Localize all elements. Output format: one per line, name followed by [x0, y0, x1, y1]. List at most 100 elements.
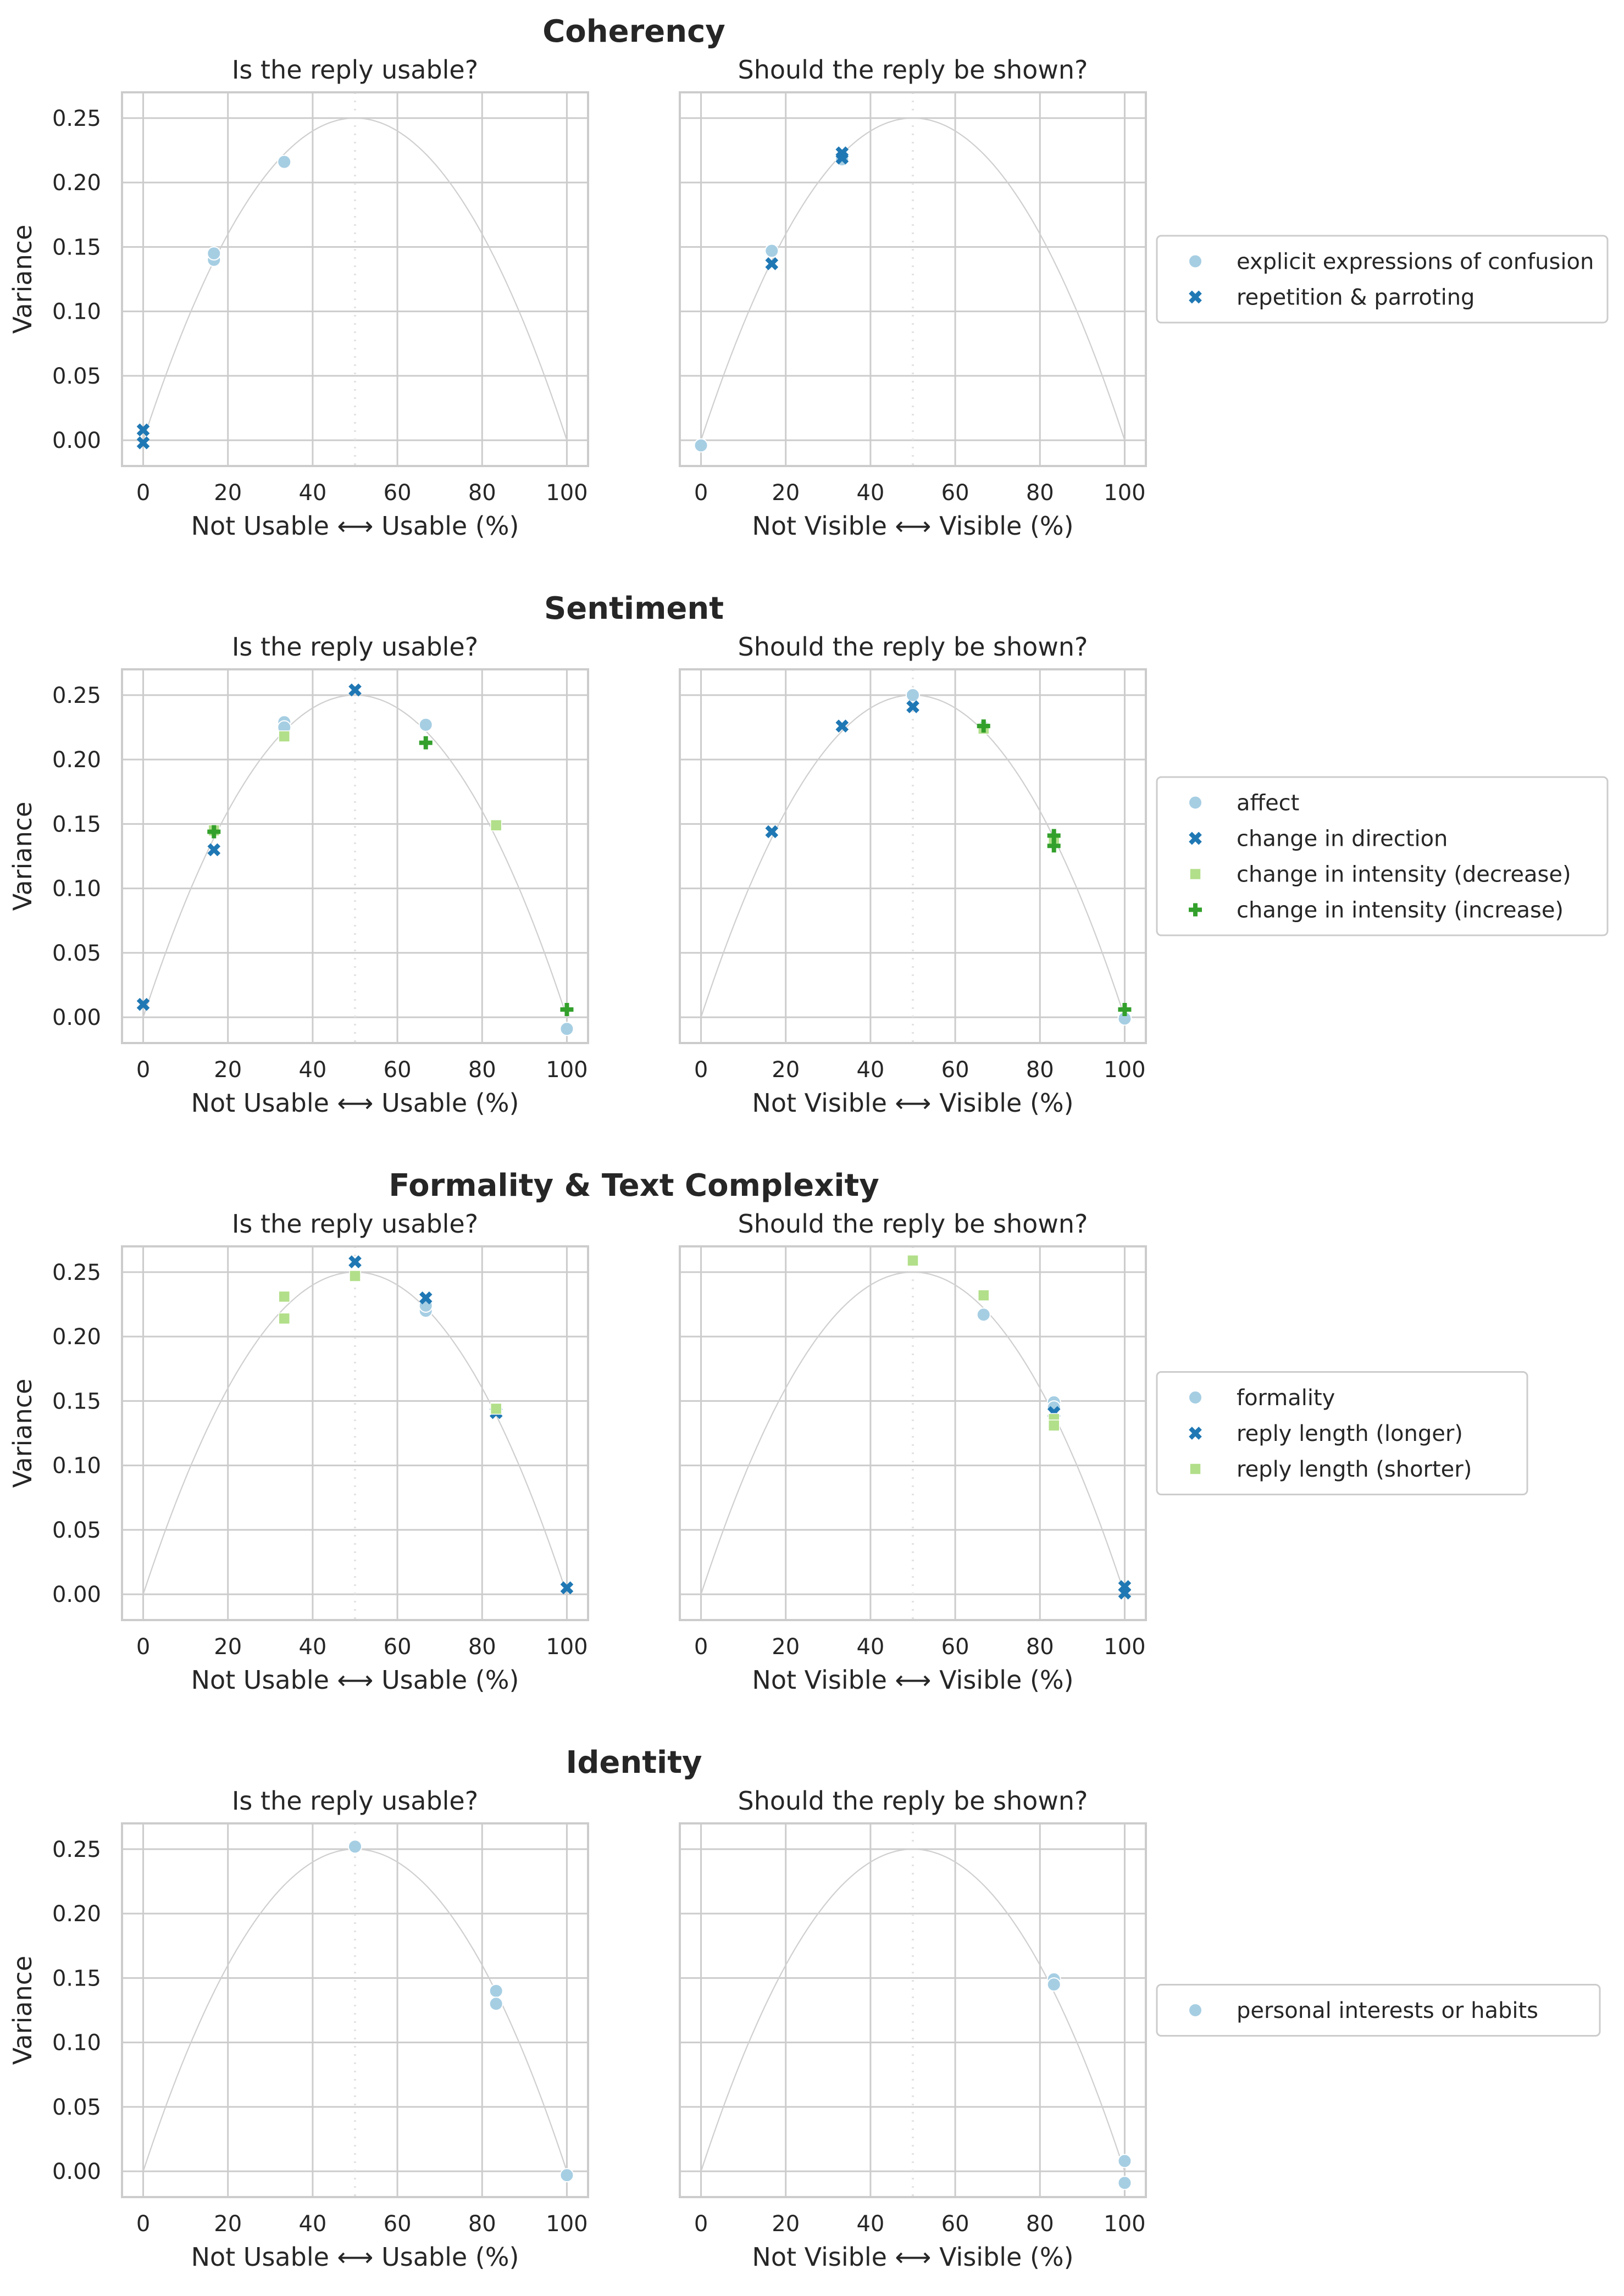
x-tick-label: 20: [772, 480, 800, 506]
data-point: [764, 243, 779, 258]
data-point: [1047, 839, 1061, 853]
reference-curve: [700, 694, 1126, 1018]
data-point: [278, 1312, 291, 1325]
data-point: [907, 1255, 919, 1267]
series-formality: [976, 1307, 1061, 1415]
legend-marker: [1188, 254, 1202, 269]
series-explicit-expressions-of-confusion: [207, 154, 292, 267]
data-point: [1117, 2154, 1132, 2169]
series-change-in-intensity-increase-: [977, 719, 1132, 1017]
y-tick-label: 0.00: [52, 1005, 101, 1030]
x-tick-label: 60: [384, 1057, 412, 1083]
data-point: [559, 1022, 574, 1036]
x-tick-label: 20: [772, 2211, 800, 2237]
legend: formality reply length (longer) reply leng…: [1156, 1371, 1528, 1495]
y-tick-label: 0.10: [52, 877, 101, 902]
series-change-in-direction: [136, 683, 362, 1011]
x-tick-label: 0: [694, 1057, 708, 1083]
x-tick-label: 20: [772, 1634, 800, 1660]
x-axis-label: Not Visible ⟷ Visible (%): [752, 511, 1073, 541]
reference-curve: [142, 1271, 568, 1595]
panel-title: Is the reply usable?: [232, 1209, 478, 1239]
panel-usable: Is the reply usable? 0 20 40 60 80 100 0.00 0.05…: [8, 55, 589, 541]
reference-curve: [700, 1271, 1126, 1595]
data-point: [765, 257, 779, 270]
y-tick-label: 0.20: [52, 1901, 101, 1927]
x-tick-label: 40: [856, 480, 884, 506]
x-tick-label: 40: [298, 480, 326, 506]
x-tick-label: 80: [468, 1634, 496, 1660]
series-personal-interests-or-habits: [1046, 1972, 1132, 2190]
panel-usable: Is the reply usable? 0 20 40 60 80 100 0.00 0.05…: [8, 1786, 589, 2272]
x-tick-label: 60: [384, 2211, 412, 2237]
data-point: [136, 423, 150, 437]
series-explicit-expressions-of-confusion: [694, 152, 850, 453]
y-tick-label: 0.25: [52, 683, 101, 708]
panel-title: Should the reply be shown?: [738, 1209, 1088, 1239]
panel-title: Should the reply be shown?: [738, 632, 1088, 662]
x-tick-label: 60: [941, 1634, 969, 1660]
legend-marker: [1188, 1390, 1202, 1405]
x-axis-label: Not Usable ⟷ Usable (%): [191, 1088, 519, 1118]
plot-frame: [121, 1822, 589, 2198]
x-tick-label: 60: [941, 2211, 969, 2237]
x-tick-label: 20: [214, 1057, 242, 1083]
series-change-in-intensity-decrease-: [208, 730, 502, 836]
data-point: [207, 843, 221, 857]
panel-usable: Is the reply usable? 0 20 40 60 80 100 0.00 0.05…: [8, 1209, 589, 1695]
series-reply-length-longer-: [348, 1255, 574, 1595]
x-tick-label: 40: [856, 1634, 884, 1660]
y-tick-label: 0.05: [52, 364, 101, 389]
data-point: [694, 438, 708, 453]
chart-row-3: Formality & Text Complexity Is the reply …: [8, 1168, 1528, 1695]
y-tick-label: 0.15: [52, 812, 101, 837]
reference-curve: [700, 1848, 1126, 2172]
y-tick-label: 0.25: [52, 106, 101, 131]
legend-marker: [1189, 290, 1202, 304]
x-tick-label: 40: [298, 1057, 326, 1083]
legend-label: personal interests or habits: [1237, 1998, 1538, 2023]
x-tick-label: 100: [1104, 2211, 1145, 2237]
x-tick-label: 0: [694, 480, 708, 506]
data-point: [1118, 1003, 1132, 1017]
data-point: [419, 1291, 433, 1305]
x-tick-label: 100: [1104, 1634, 1145, 1660]
x-tick-label: 0: [694, 2211, 708, 2237]
chart-row-2: Sentiment Is the reply usable? 0 20 40 60 80 10…: [8, 591, 1609, 1118]
y-tick-label: 0.10: [52, 2031, 101, 2056]
panel-title: Should the reply be shown?: [738, 55, 1088, 85]
legend-frame: [1156, 235, 1609, 324]
reference-curve: [142, 1848, 568, 2172]
legend: affect change in direction change in inten…: [1156, 776, 1609, 936]
y-tick-label: 0.15: [52, 1966, 101, 1991]
legend-frame: [1156, 1984, 1601, 2037]
x-tick-label: 80: [1026, 480, 1054, 506]
legend-marker: [1188, 2003, 1202, 2017]
legend-label: reply length (longer): [1237, 1421, 1463, 1446]
legend-label: formality: [1237, 1385, 1335, 1411]
data-point: [906, 700, 919, 713]
data-point: [207, 825, 221, 839]
series-affect: [906, 687, 1132, 1026]
y-tick-label: 0.15: [52, 235, 101, 260]
y-tick-label: 0.20: [52, 747, 101, 773]
chart-row-1: Coherency Is the reply usable? 0 20 40 60 80 10…: [8, 14, 1609, 541]
legend-label: repetition & parroting: [1237, 285, 1475, 310]
legend-label: change in intensity (decrease): [1237, 862, 1571, 888]
x-tick-label: 100: [546, 480, 587, 506]
chart-row-4: Identity Is the reply usable? 0 20 40 60 80 100…: [8, 1745, 1601, 2272]
legend-marker: [1188, 795, 1202, 810]
x-tick-label: 20: [214, 1634, 242, 1660]
data-point: [136, 436, 150, 450]
panel-title: Should the reply be shown?: [738, 1786, 1088, 1816]
data-point: [348, 1839, 362, 1854]
data-point: [136, 997, 150, 1011]
legend-label: affect: [1237, 791, 1299, 816]
x-tick-label: 0: [694, 1634, 708, 1660]
legend: personal interests or habits: [1156, 1984, 1601, 2037]
x-axis-label: Not Visible ⟷ Visible (%): [752, 1088, 1073, 1118]
data-point: [489, 1996, 503, 2011]
x-axis-label: Not Usable ⟷ Usable (%): [191, 1665, 519, 1695]
series-change-in-direction: [765, 700, 919, 839]
x-axis-label: Not Usable ⟷ Usable (%): [191, 511, 519, 541]
